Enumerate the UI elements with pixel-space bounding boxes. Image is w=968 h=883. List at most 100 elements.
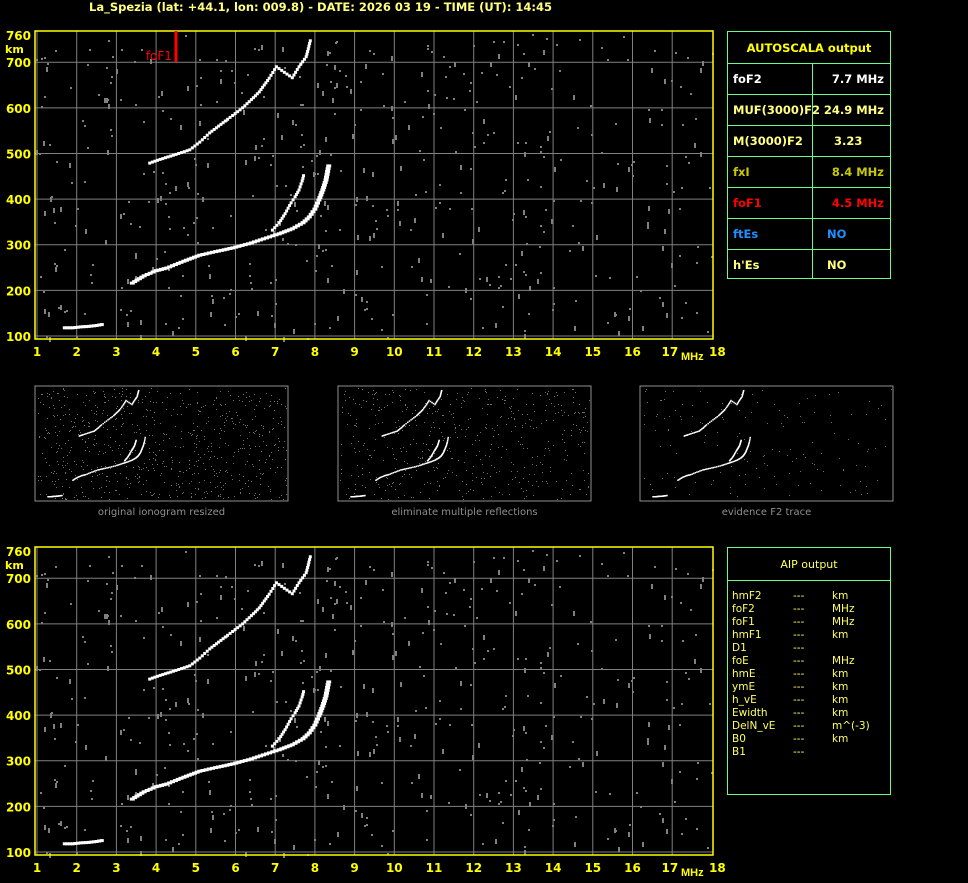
noise-point [165, 323, 167, 325]
noise-point [43, 657, 45, 662]
trace-point [326, 680, 332, 684]
noise-point [126, 314, 128, 316]
noise-point [536, 427, 537, 428]
noise-point [717, 445, 718, 446]
noise-point [662, 818, 664, 823]
noise-point [556, 44, 558, 46]
noise-point [595, 791, 597, 793]
noise-point [259, 494, 260, 495]
noise-point [54, 408, 55, 409]
noise-point [700, 584, 702, 589]
noise-point [56, 161, 58, 163]
noise-point [132, 424, 133, 425]
trace-point [86, 840, 91, 844]
trace-point [264, 81, 268, 85]
noise-point [209, 459, 210, 460]
noise-point [521, 77, 523, 79]
trace-point [200, 138, 204, 142]
noise-point [300, 620, 302, 622]
trace-point [81, 474, 84, 477]
noise-point [384, 407, 385, 408]
noise-point [144, 463, 145, 464]
trace-point [147, 271, 153, 275]
noise-point [208, 446, 209, 447]
noise-point [220, 404, 221, 405]
noise-point [126, 466, 127, 467]
noise-point [65, 465, 66, 466]
noise-point [273, 428, 274, 429]
noise-point [464, 401, 465, 402]
aip-row: hmF2 --- km [732, 590, 882, 603]
trace-point [316, 198, 322, 202]
noise-point [263, 612, 265, 614]
trace-point [212, 644, 216, 647]
noise-point [397, 717, 399, 722]
noise-point [322, 607, 324, 612]
noise-point [196, 438, 197, 439]
noise-point [527, 448, 528, 449]
noise-point [466, 470, 467, 471]
noise-point [891, 389, 892, 390]
noise-point [616, 703, 618, 708]
noise-point [71, 447, 72, 448]
trace-point [725, 406, 728, 408]
noise-point [425, 461, 426, 462]
autoscala-row-fxi: fxI 8.4 MHz [728, 156, 890, 187]
noise-point [480, 459, 481, 460]
noise-point [730, 487, 731, 488]
trace-point [431, 401, 433, 404]
trace-point [308, 558, 312, 561]
noise-point [722, 417, 723, 418]
noise-point [427, 90, 429, 92]
trace-point [312, 723, 318, 727]
noise-point [115, 397, 116, 398]
noise-point [487, 134, 489, 136]
trace-point [49, 496, 51, 498]
trace-point [194, 254, 200, 258]
trace-point [163, 156, 167, 160]
noise-point [180, 471, 181, 472]
noise-point [711, 256, 713, 258]
noise-point [513, 729, 515, 731]
noise-point [666, 183, 668, 185]
noise-point [303, 660, 305, 662]
noise-point [163, 440, 164, 441]
noise-point [213, 469, 214, 470]
noise-point [584, 480, 585, 481]
trace-point [286, 722, 290, 726]
noise-point [270, 282, 272, 284]
noise-point [379, 410, 380, 411]
noise-point [94, 393, 95, 394]
trace-point [94, 470, 96, 472]
noise-point [182, 400, 183, 401]
noise-point [756, 468, 757, 469]
noise-point [224, 324, 226, 326]
trace-point [113, 414, 116, 416]
noise-point [591, 650, 593, 652]
noise-point [402, 411, 403, 412]
noise-point [207, 163, 209, 168]
noise-point [247, 438, 248, 439]
noise-point [406, 409, 407, 410]
noise-point [385, 490, 386, 491]
trace-point [429, 457, 431, 459]
trace-point [420, 410, 423, 412]
trace-point [425, 404, 428, 406]
noise-point [829, 394, 830, 395]
noise-point [159, 450, 160, 451]
noise-point [180, 447, 181, 448]
noise-point [662, 762, 664, 767]
noise-point [525, 423, 526, 424]
parameter-value: --- [793, 603, 805, 615]
noise-point [50, 713, 52, 718]
trace-point [430, 460, 433, 463]
noise-point [82, 636, 84, 638]
noise-point [84, 313, 86, 315]
noise-point [71, 421, 72, 422]
noise-point [123, 729, 125, 731]
noise-point [58, 823, 60, 825]
parameter-unit: MHz [832, 655, 855, 667]
noise-point [324, 201, 326, 206]
trace-point [214, 126, 218, 130]
noise-point [57, 393, 58, 394]
